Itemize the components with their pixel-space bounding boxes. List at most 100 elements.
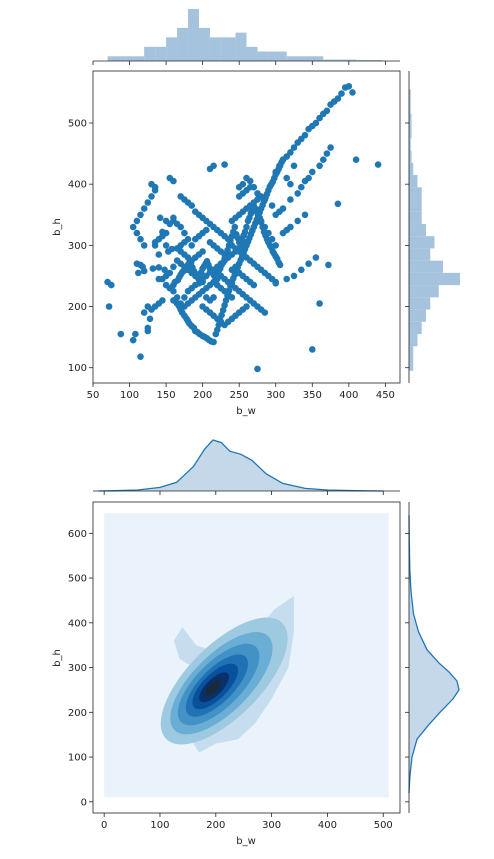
scatter-point xyxy=(129,223,137,231)
scatter-point xyxy=(323,150,331,157)
scatter-points xyxy=(104,83,382,373)
scatter-point xyxy=(250,183,258,191)
scatter-point xyxy=(265,229,272,237)
scatter-point xyxy=(279,156,287,163)
x-tick-label: 150 xyxy=(157,390,176,401)
scatter-point xyxy=(181,294,188,301)
scatter-point xyxy=(316,162,323,170)
scatter-point xyxy=(151,239,159,246)
y-hist-bar xyxy=(409,309,426,322)
scatter-point xyxy=(298,266,305,274)
scatter-point xyxy=(133,229,141,237)
scatter-point xyxy=(323,107,331,115)
scatter-point xyxy=(316,300,323,307)
scatter-point xyxy=(173,245,181,252)
scatter-point xyxy=(173,294,181,301)
scatter-point xyxy=(243,174,250,182)
x-tick-label: 50 xyxy=(87,390,100,401)
scatter-y-axis-ticks: 100 200 300 400 500 xyxy=(68,119,93,374)
kde-marginal-ticks xyxy=(103,491,409,803)
scatter-y-axis-label: b_h xyxy=(52,218,63,236)
scatter-point xyxy=(140,242,148,249)
y-tick-label: 500 xyxy=(68,574,87,585)
y-density-line xyxy=(408,515,460,793)
x-tick-label: 400 xyxy=(339,390,358,401)
scatter-point xyxy=(276,162,283,170)
y-hist-bar xyxy=(409,162,414,175)
x-hist-bar xyxy=(220,37,236,61)
scatter-point xyxy=(168,245,176,253)
kde-y-axis-label: b_h xyxy=(52,649,63,667)
y-hist-bar xyxy=(409,334,418,347)
scatter-point xyxy=(250,281,258,289)
x-hist-bar xyxy=(323,59,357,61)
y-density-fill xyxy=(409,515,459,793)
scatter-point xyxy=(309,346,316,353)
scatter-point xyxy=(305,260,312,268)
scatter-point xyxy=(287,180,294,188)
y-hist-bar xyxy=(409,321,422,335)
scatter-point xyxy=(243,303,250,310)
scatter-point xyxy=(162,281,170,289)
scatter-point xyxy=(140,205,148,212)
scatter-point xyxy=(108,281,115,289)
scatter-point xyxy=(261,309,269,316)
y-tick-label: 100 xyxy=(68,363,87,374)
scatter-point xyxy=(129,336,137,344)
scatter-jointplot: 50 100 150 200 250 300 350 400 450 1002003004005… xyxy=(52,9,460,417)
scatter-point xyxy=(301,211,309,219)
scatter-point xyxy=(156,214,164,222)
x-tick-label: 300 xyxy=(262,820,281,831)
scatter-point xyxy=(305,174,312,182)
scatter-point xyxy=(210,338,217,346)
x-hist-bar xyxy=(107,56,126,61)
y-tick-label: 400 xyxy=(68,618,87,629)
y-tick-label: 200 xyxy=(68,302,87,313)
scatter-y-marginal-histogram xyxy=(409,89,460,371)
scatter-point xyxy=(283,275,291,283)
y-hist-bar xyxy=(409,248,431,261)
scatter-point xyxy=(276,208,283,215)
scatter-point xyxy=(144,327,152,335)
x-density-line xyxy=(98,439,384,492)
scatter-point xyxy=(155,251,163,258)
scatter-point xyxy=(261,196,269,203)
scatter-point xyxy=(221,251,228,258)
x-hist-bar xyxy=(246,46,258,61)
scatter-point xyxy=(320,156,327,163)
y-tick-label: 0 xyxy=(81,797,87,808)
kde-level-8 xyxy=(205,679,221,696)
scatter-point xyxy=(257,217,265,225)
x-hist-bar xyxy=(304,56,324,61)
scatter-point xyxy=(309,168,316,176)
scatter-point xyxy=(132,330,139,338)
scatter-point xyxy=(162,272,170,280)
x-tick-label: 300 xyxy=(266,390,285,401)
scatter-point xyxy=(290,162,298,170)
scatter-point xyxy=(181,229,188,237)
y-hist-bar xyxy=(409,211,422,224)
scatter-point xyxy=(298,183,305,191)
scatter-point xyxy=(287,149,294,156)
x-hist-bar xyxy=(257,51,269,61)
scatter-point xyxy=(140,309,148,316)
y-hist-bar xyxy=(409,138,411,151)
y-hist-bar xyxy=(409,187,422,200)
x-tick-label: 450 xyxy=(376,390,395,401)
x-hist-bar xyxy=(286,56,305,61)
x-hist-bar xyxy=(155,46,167,61)
scatter-point xyxy=(177,300,184,307)
scatter-point xyxy=(316,114,323,122)
scatter-point xyxy=(254,365,261,373)
scatter-point xyxy=(170,263,177,271)
scatter-point xyxy=(312,119,320,127)
x-hist-bar xyxy=(144,46,156,61)
scatter-point xyxy=(170,177,177,185)
scatter-point xyxy=(272,168,280,176)
scatter-point xyxy=(206,165,214,173)
scatter-point xyxy=(149,265,157,272)
y-hist-bar xyxy=(409,89,411,102)
scatter-point xyxy=(173,220,181,228)
scatter-point xyxy=(231,223,239,231)
